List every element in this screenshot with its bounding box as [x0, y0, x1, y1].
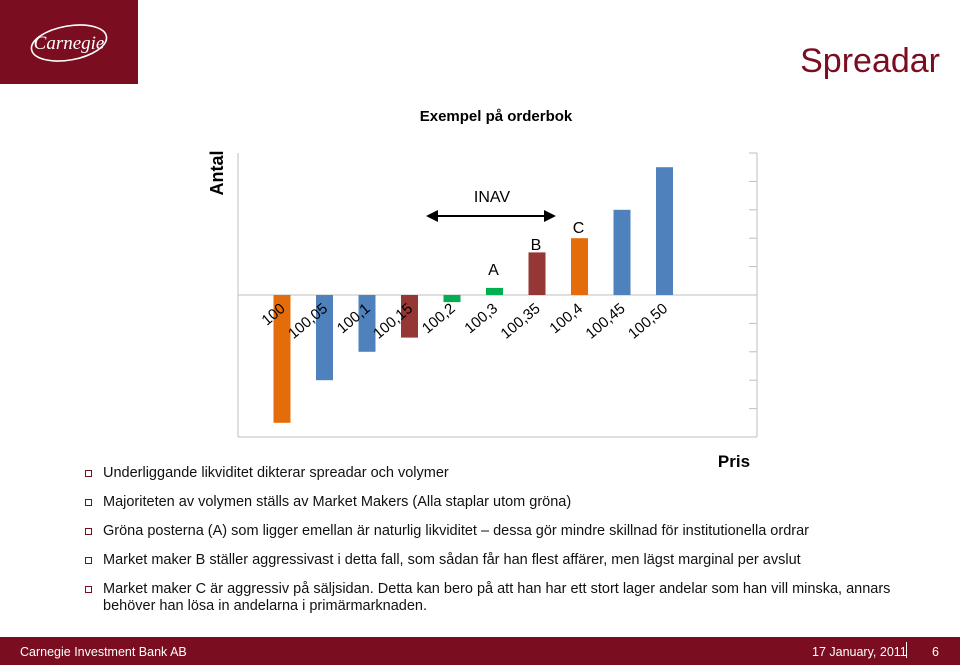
- annotation-b: B: [531, 237, 542, 254]
- bar-3: [401, 295, 418, 338]
- bullet-list: Underliggande likviditet dikterar spread…: [85, 465, 905, 627]
- carnegie-logo: Carnegie: [0, 0, 138, 84]
- annotation-a: A: [488, 262, 499, 279]
- annotation-c: C: [573, 220, 585, 237]
- bar-4: [443, 295, 461, 303]
- x-tick-label: 100,35: [497, 300, 543, 343]
- x-axis-label: Pris: [718, 452, 750, 470]
- x-tick-label: 100,3: [461, 300, 501, 337]
- inav-arrow-left-head: [426, 210, 438, 222]
- bar-6: [528, 252, 546, 295]
- footer-bar: Carnegie Investment Bank AB 17 January, …: [0, 637, 960, 665]
- x-tick-label: 100,2: [419, 300, 459, 337]
- bar-7: [571, 238, 588, 295]
- slide-title: Spreadar: [800, 42, 940, 80]
- bullet-item: Underliggande likviditet dikterar spread…: [85, 465, 905, 482]
- bar-9: [656, 167, 673, 295]
- bar-2: [358, 295, 376, 352]
- x-tick-label: 100,50: [625, 300, 671, 343]
- bar-8: [613, 209, 631, 295]
- footer-separator: [906, 642, 907, 658]
- bullet-item: Gröna posterna (A) som ligger emellan är…: [85, 523, 905, 540]
- logo-text: Carnegie: [34, 33, 105, 54]
- x-tick-label: 100,45: [582, 300, 628, 343]
- bullet-item: Market maker B ställer aggressivast i de…: [85, 552, 905, 569]
- footer-company: Carnegie Investment Bank AB: [20, 645, 187, 659]
- bullet-item: Majoriteten av volymen ställs av Market …: [85, 494, 905, 511]
- bullet-item: Market maker C är aggressiv på säljsidan…: [85, 581, 905, 615]
- x-tick-label: 100,4: [546, 300, 586, 337]
- bar-5: [486, 287, 503, 295]
- footer-date: 17 January, 2011: [812, 645, 907, 659]
- chart-title: Exempel på orderbok: [419, 108, 573, 125]
- bar-0: [273, 295, 291, 423]
- y-axis-label: Antal: [207, 151, 227, 196]
- inav-arrow-right-head: [544, 210, 556, 222]
- inav-label: INAV: [474, 189, 510, 206]
- bar-1: [316, 295, 333, 381]
- page-number: 6: [932, 645, 939, 659]
